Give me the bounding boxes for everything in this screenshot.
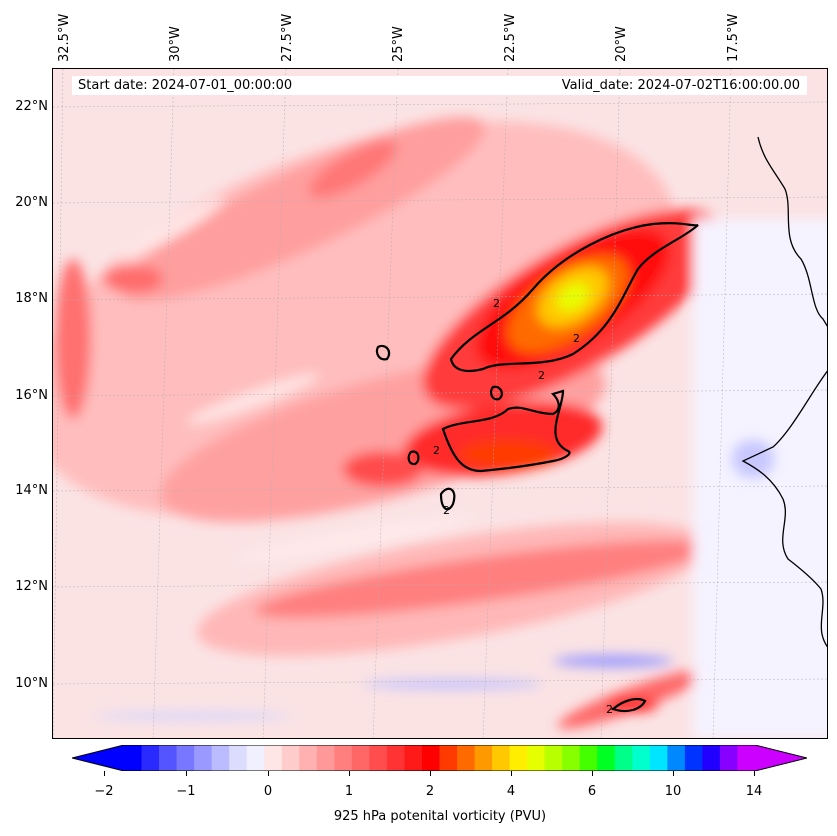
colorbar-swatch [544,745,563,771]
colorbar-tick-mark [511,771,512,776]
contour-label-2: 2 [573,332,580,345]
longitude-label: 25°W [391,26,406,62]
colorbar-swatch [176,745,195,771]
colorbar-swatch [229,745,248,771]
contour-label-2: 2 [433,444,440,457]
longitude-label: 22.5°W [503,13,518,62]
contour-labels: 2 2 2 2 2 2 [433,297,613,716]
pv-contour-2 [375,222,699,713]
longitude-label: 20°W [614,26,629,62]
colorbar-swatch [719,745,738,771]
colorbar-extend-high [755,745,807,771]
colorbar-swatch [159,745,178,771]
colorbar-swatch [737,745,756,771]
colorbar-swatch [369,745,388,771]
start-date-text: Start date: 2024-07-01_00:00:00 [78,78,293,93]
colorbar-tick-mark [104,771,105,776]
contour-label-2: 2 [538,369,545,382]
colorbar-swatch [334,745,353,771]
colorbar-swatch [194,745,213,771]
colorbar-tick-label: 2 [425,784,435,799]
colorbar-swatch [702,745,721,771]
colorbar-swatch [246,745,265,771]
colorbar-extend-low [72,745,124,771]
colorbar-tick-label: 6 [587,784,597,799]
colorbar-swatch [316,745,335,771]
colorbar-swatch [509,745,528,771]
colorbar-swatch [474,745,493,771]
colorbar-swatch [351,745,370,771]
colorbar-swatch [386,745,405,771]
coastline [741,136,827,648]
colorbar-tick-label: 14 [745,784,763,799]
colorbar-tick-mark [754,771,755,776]
longitude-label: 17.5°W [726,13,741,62]
colorbar-tick-mark [186,771,187,776]
colorbar-tick-mark [268,771,269,776]
pv-field-map: 2 2 2 2 2 2 [53,69,827,738]
colorbar-tick-label: −1 [176,784,196,799]
colorbar-label: 925 hPa potenital vorticity (PVU) [333,809,547,824]
colorbar-tick-label: 1 [344,784,354,799]
colorbar-swatch [492,745,511,771]
map-plot-area: 2 2 2 2 2 2 [52,68,828,739]
valid-date-text: Valid_date: 2024-07-02T16:00:00.00 [561,78,800,93]
colorbar-swatch [439,745,458,771]
colorbar-swatch [299,745,318,771]
graticule [53,69,827,738]
contour-label-2: 2 [493,297,500,310]
colorbar-tick-mark [349,771,350,776]
latitude-label: 22°N [15,99,48,114]
longitude-label: 30°W [168,26,183,62]
colorbar-tick-mark [673,771,674,776]
colorbar-swatch [684,745,703,771]
colorbar-tick-label: 10 [664,784,682,799]
colorbar-swatch [579,745,598,771]
latitude-label: 10°N [15,676,48,691]
latitude-label: 16°N [15,388,48,403]
colorbar-swatch [649,745,668,771]
colorbar-swatch [562,745,581,771]
pv-shading [53,117,827,738]
colorbar-swatch [632,745,651,771]
colorbar-swatch [141,745,160,771]
colorbar-swatch [614,745,633,771]
colorbar-swatch [527,745,546,771]
latitude-label: 18°N [15,291,48,306]
latitude-label: 14°N [15,483,48,498]
longitude-label: 27.5°W [280,13,295,62]
colorbar-swatch [597,745,616,771]
colorbar-tick-label: −2 [94,784,114,799]
contour-label-2: 2 [443,504,450,517]
colorbar-swatch [264,745,283,771]
longitude-label: 32.5°W [57,13,72,62]
contour-label-2: 2 [606,703,613,716]
colorbar-tick-label: 4 [506,784,516,799]
colorbar-tick-label: 0 [263,784,273,799]
colorbar-swatch [404,745,423,771]
colorbar-swatch [281,745,300,771]
latitude-label: 12°N [15,579,48,594]
latitude-label: 20°N [15,195,48,210]
colorbar-swatch [124,745,143,771]
colorbar-swatch [421,745,440,771]
colorbar-swatch [211,745,230,771]
colorbar-swatch [667,745,686,771]
colorbar-tick-mark [430,771,431,776]
colorbar-swatches [71,744,808,772]
date-header-bar [72,76,807,95]
colorbar [71,744,808,772]
colorbar-tick-mark [592,771,593,776]
colorbar-swatch [457,745,476,771]
